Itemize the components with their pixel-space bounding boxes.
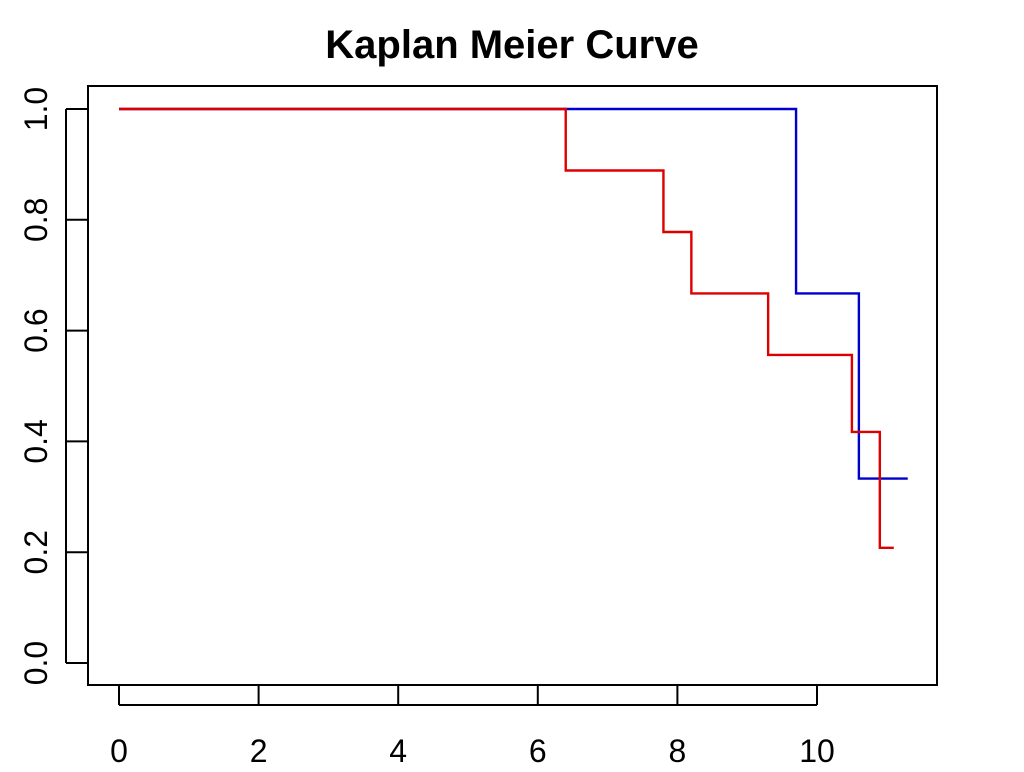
x-tick-label: 6	[529, 733, 547, 769]
chart-title: Kaplan Meier Curve	[325, 23, 698, 67]
y-tick-label: 0.2	[18, 530, 54, 574]
survival-series-line-2	[119, 107, 894, 549]
y-tick-label: 0.4	[18, 419, 54, 463]
x-tick-label: 0	[110, 733, 128, 769]
plot-frame	[87, 85, 938, 686]
y-axis: 0.0 0.2 0.4 0.6 0.8 1.0	[18, 87, 87, 685]
survival-series-line-1	[119, 107, 908, 480]
x-tick-label: 8	[669, 733, 687, 769]
x-tick-label: 4	[389, 733, 407, 769]
y-tick-label: 0.0	[18, 641, 54, 685]
series-layer	[119, 107, 908, 549]
x-tick-label: 10	[799, 733, 835, 769]
y-tick-label: 1.0	[18, 87, 54, 131]
x-axis: 0 2 4 6 8 10	[110, 685, 835, 769]
y-tick-label: 0.8	[18, 198, 54, 242]
y-tick-label: 0.6	[18, 308, 54, 352]
x-tick-label: 2	[250, 733, 268, 769]
